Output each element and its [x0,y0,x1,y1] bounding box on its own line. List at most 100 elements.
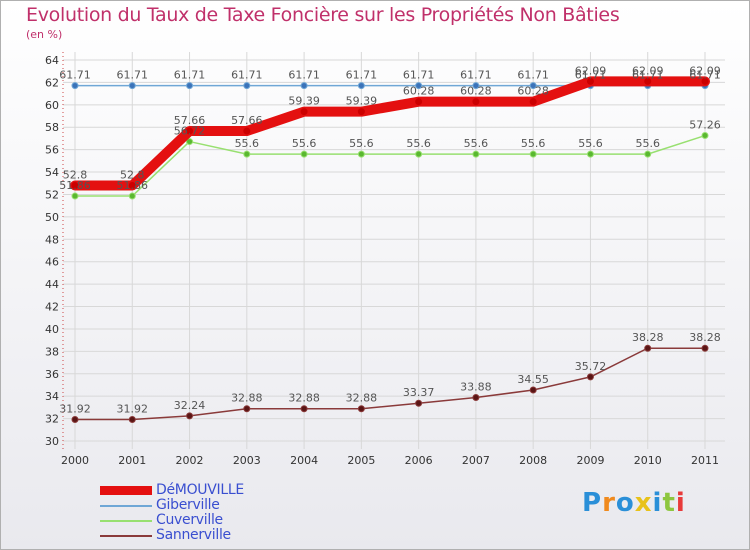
data-label-demouville-2006: 60.28 [403,85,435,98]
data-point-cuverville-2008 [529,150,537,158]
x-tick-label-2005: 2005 [347,454,375,467]
y-tick-label-40: 40 [45,323,59,336]
data-point-demouville-2001 [127,181,137,191]
data-point-cuverville-2002 [186,138,194,146]
data-point-demouville-2006 [414,97,424,107]
data-labels: 52.8 52.8 57.66 57.66 59.39 59.39 60.28 60.28 60… [59,64,721,415]
data-label-giberville-2011: 61.71 [689,69,721,82]
y-tick-label-44: 44 [45,278,59,291]
legend-label-giberville: Giberville [156,497,220,513]
logo-letter: o [615,488,635,518]
series-line-sannerville [74,347,706,421]
y-tick-label-30: 30 [45,435,59,448]
data-label-giberville-2004: 61.71 [288,69,320,82]
data-point-cuverville-2007 [472,150,480,158]
data-point-sannerville-2002 [186,412,194,420]
data-point-sannerville-2007 [472,394,480,402]
data-label-cuverville-2004: 55.6 [292,137,317,150]
y-tick-label-56: 56 [45,144,59,157]
y-tick-label-42: 42 [45,301,59,314]
data-label-cuverville-2007: 55.6 [464,137,489,150]
x-tick-label-2004: 2004 [290,454,318,467]
data-label-giberville-2008: 61.71 [517,69,549,82]
data-label-giberville-2000: 61.71 [59,69,91,82]
y-tick-label-36: 36 [45,368,59,381]
data-point-sannerville-2001 [128,415,136,423]
data-point-demouville-2005 [356,107,366,117]
data-point-demouville-2002 [185,126,195,136]
data-point-sannerville-2000 [71,415,79,423]
data-label-demouville-2011: 62.09 [689,64,721,77]
data-label-sannerville-2005: 32.88 [346,392,378,405]
series-group [70,76,710,423]
y-tick-label-50: 50 [45,211,59,224]
data-label-cuverville-2002: 56.72 [174,125,206,138]
data-point-cuverville-2003 [243,150,251,158]
data-label-giberville-2009: 61.71 [575,69,607,82]
data-point-demouville-2010 [643,76,653,86]
data-point-giberville-2005 [357,82,365,90]
data-label-cuverville-2005: 55.6 [349,137,374,150]
data-label-giberville-2002: 61.71 [174,69,206,82]
chart-title: Evolution du Taux de Taxe Foncière sur l… [26,4,620,26]
data-label-demouville-2008: 60.28 [517,85,549,98]
data-point-cuverville-2009 [586,150,594,158]
data-point-giberville-2003 [243,82,251,90]
data-point-cuverville-2005 [357,150,365,158]
data-label-demouville-2010: 62.09 [632,64,664,77]
x-tick-label-2011: 2011 [691,454,719,467]
data-label-giberville-2010: 61.71 [632,69,664,82]
x-tick-label-2002: 2002 [176,454,204,467]
data-point-demouville-2008 [528,97,538,107]
logo-letter: x [634,488,653,518]
legend-swatch-cuverville [100,520,152,522]
data-label-sannerville-2010: 38.28 [632,331,664,344]
data-label-demouville-2009: 62.09 [575,64,607,77]
legend-label-sannerville: Sannerville [156,527,231,543]
data-point-sannerville-2005 [357,405,365,413]
data-label-giberville-2006: 61.71 [403,69,435,82]
data-label-demouville-2007: 60.28 [460,85,492,98]
data-label-cuverville-2001: 51.86 [117,179,149,192]
x-tick-label-2010: 2010 [634,454,662,467]
series-line-cuverville [74,134,706,197]
data-label-sannerville-2003: 32.88 [231,392,263,405]
data-label-demouville-2002: 57.66 [174,114,206,127]
data-point-cuverville-2010 [644,150,652,158]
data-point-cuverville-2004 [300,150,308,158]
y-tick-label-52: 52 [45,188,59,201]
logo-letter: t [662,488,676,518]
y-tick-label-62: 62 [45,76,59,89]
y-tick-label-34: 34 [45,390,59,403]
data-point-sannerville-2006 [415,399,423,407]
x-tick-label-2006: 2006 [405,454,433,467]
data-label-demouville-2001: 52.8 [120,169,145,182]
y-tick-label-48: 48 [45,233,59,246]
data-label-cuverville-2008: 55.6 [521,137,546,150]
data-label-cuverville-2000: 51.86 [59,179,91,192]
data-point-sannerville-2011 [701,344,709,352]
legend-swatch-demouville [100,486,152,495]
data-point-giberville-2002 [186,82,194,90]
data-point-giberville-2004 [300,82,308,90]
x-tick-label-2003: 2003 [233,454,261,467]
data-point-cuverville-2011 [701,132,709,140]
data-label-sannerville-2011: 38.28 [689,331,721,344]
data-label-demouville-2004: 59.39 [288,95,320,108]
data-label-cuverville-2003: 55.6 [235,137,260,150]
grid-lines [63,52,725,449]
data-label-sannerville-2002: 32.24 [174,399,206,412]
x-tick-label-2001: 2001 [118,454,146,467]
data-label-sannerville-2009: 35.72 [575,360,607,373]
data-label-sannerville-2008: 34.55 [517,373,549,386]
data-point-giberville-2000 [71,82,79,90]
data-point-sannerville-2008 [529,386,537,394]
data-label-sannerville-2004: 32.88 [288,392,320,405]
data-label-giberville-2003: 61.71 [231,69,263,82]
series-line-demouville [70,76,710,191]
data-point-demouville-2007 [471,97,481,107]
data-point-sannerville-2004 [300,405,308,413]
data-label-cuverville-2009: 55.6 [578,137,603,150]
